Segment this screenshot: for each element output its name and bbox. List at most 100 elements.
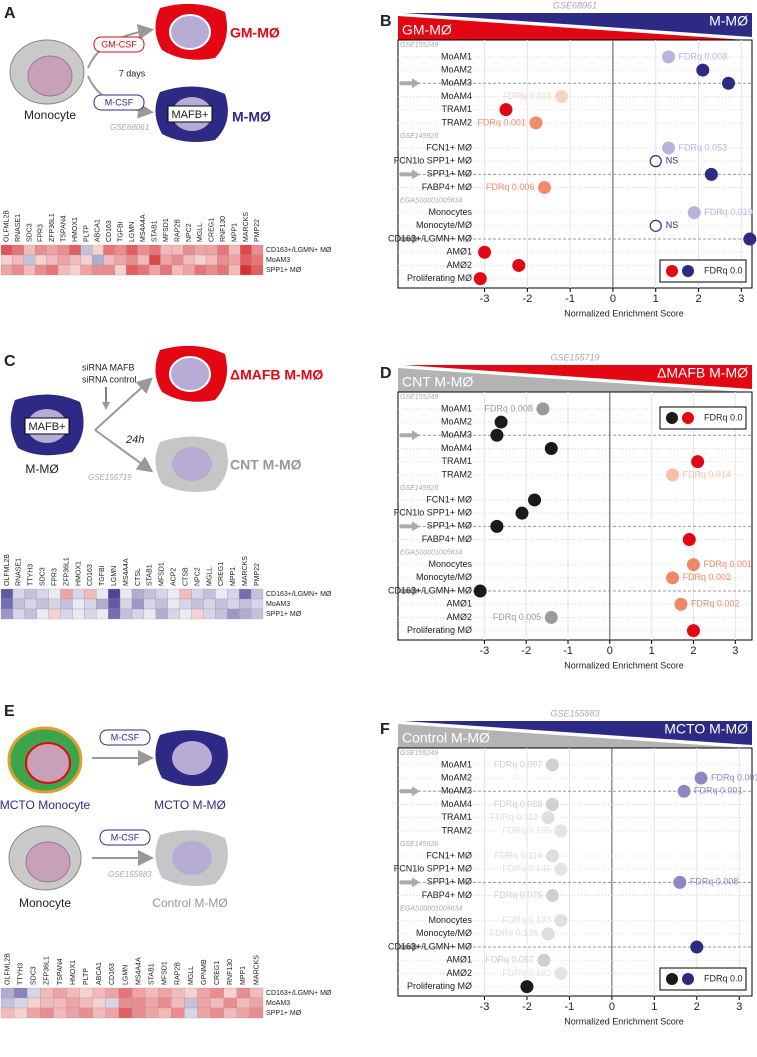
label: Monocyte bbox=[24, 108, 76, 122]
point bbox=[541, 927, 555, 941]
gene-label: CREG1 bbox=[209, 218, 216, 242]
gene-label: RNASE1 bbox=[16, 558, 23, 586]
heatmap-cell bbox=[236, 997, 251, 1009]
x-tick-label: 2 bbox=[694, 1001, 700, 1013]
heatmap-cell bbox=[0, 244, 13, 256]
label: M-CSF bbox=[111, 732, 140, 742]
gene-label: CREG1 bbox=[214, 961, 221, 985]
group-label: GSE155249 bbox=[400, 394, 438, 401]
legend-box bbox=[659, 967, 747, 991]
heatmap-cell bbox=[131, 997, 146, 1009]
category-label: Proliferating MØ bbox=[407, 625, 472, 635]
heatmap-cell bbox=[57, 244, 70, 256]
heatmap-cell bbox=[80, 264, 93, 276]
point bbox=[490, 428, 504, 442]
gene-label: ABCA1 bbox=[95, 219, 102, 242]
heatmap-cell bbox=[48, 598, 61, 610]
legend-box bbox=[659, 259, 747, 283]
heatmap-cell bbox=[143, 588, 156, 600]
group-label: EGAS00001005634 bbox=[400, 906, 462, 913]
x-tick-label: 3 bbox=[736, 1001, 742, 1013]
diagram-a: A Monocyte GM-CSF 7 days M-CSF GM-MØ MAF… bbox=[4, 3, 280, 142]
chart-title: GSE68061 bbox=[553, 0, 597, 10]
row-arrow bbox=[400, 234, 420, 245]
heatmap-cell bbox=[69, 254, 81, 266]
gene-label: LGMN bbox=[111, 566, 118, 586]
fdr-label: FDRq 0.002 bbox=[683, 572, 732, 582]
point bbox=[721, 76, 735, 90]
legend-swatch bbox=[682, 973, 694, 985]
heatmap-cell bbox=[131, 608, 145, 620]
banner-label: MCTO M-MØ bbox=[664, 721, 748, 737]
heatmap-cell bbox=[184, 997, 198, 1009]
point bbox=[554, 862, 568, 876]
point bbox=[545, 797, 559, 811]
heatmap-cell bbox=[40, 1007, 54, 1019]
heatmap-cell bbox=[160, 254, 173, 266]
heatmap-cell bbox=[171, 264, 184, 276]
fdr-label: FDRq 0.137 bbox=[502, 915, 551, 925]
x-tick-label: -3 bbox=[480, 293, 490, 305]
point bbox=[545, 758, 559, 772]
heatmap-cell bbox=[223, 997, 237, 1009]
heatmap-cell bbox=[197, 987, 211, 999]
heatmap-cell bbox=[249, 1007, 264, 1019]
legend-swatch bbox=[682, 412, 694, 424]
heatmap-cell bbox=[239, 608, 252, 620]
heatmap-cell bbox=[236, 1007, 251, 1019]
heatmap-cell bbox=[179, 608, 192, 620]
fdr-label: FDRq 0.097 bbox=[494, 759, 543, 769]
gene-label: PLTP bbox=[83, 225, 90, 242]
gene-label: LGMN bbox=[122, 965, 129, 985]
point bbox=[545, 889, 559, 903]
point bbox=[515, 506, 529, 520]
row-arrow bbox=[400, 877, 420, 888]
banner-label: GM-MØ bbox=[402, 22, 452, 38]
heatmap-cell bbox=[69, 244, 81, 256]
group-label: GSE145926 bbox=[400, 841, 438, 848]
heatmap-cell bbox=[131, 598, 145, 610]
category-label: SPP1+ MØ bbox=[427, 169, 472, 179]
heatmap-cell bbox=[215, 588, 228, 600]
fdr-label: FDRq 0.008 bbox=[690, 877, 739, 887]
heatmap-cell bbox=[96, 598, 109, 610]
fdr-label: FDRq 0.075 bbox=[494, 890, 543, 900]
x-axis-label: Normalized Enrichment Score bbox=[564, 660, 684, 670]
x-tick-label: 3 bbox=[732, 645, 738, 657]
category-label: Monocyte/MØ bbox=[416, 572, 472, 582]
heatmap-cell bbox=[103, 264, 116, 276]
heatmap-cell bbox=[250, 598, 264, 610]
heatmap-cell bbox=[40, 987, 54, 999]
heatmap-cell bbox=[184, 987, 198, 999]
heatmap-cell bbox=[36, 598, 49, 610]
heatmap-cell bbox=[210, 997, 224, 1009]
gene-label: STAB1 bbox=[147, 564, 154, 586]
gene-label: MS4A4A bbox=[123, 558, 130, 586]
gene-label: HMOX1 bbox=[72, 217, 79, 242]
category-label: Monocyte/MØ bbox=[416, 928, 472, 938]
heatmap-cell bbox=[114, 264, 127, 276]
gene-label: PMP22 bbox=[254, 563, 261, 586]
heatmap-cell bbox=[148, 254, 161, 266]
gene-label: CD163 bbox=[109, 963, 116, 985]
gene-label: ABCA1 bbox=[96, 962, 103, 985]
heatmap-cell bbox=[72, 608, 85, 620]
heatmap-cell bbox=[69, 264, 81, 276]
category-label: MoAM2 bbox=[441, 772, 472, 782]
gene-label: MARCKS bbox=[242, 556, 249, 586]
heatmap-cell bbox=[27, 997, 41, 1009]
gene-label: TGFBI bbox=[99, 565, 106, 586]
panel-letter: F bbox=[380, 721, 390, 738]
gene-label: MPP1 bbox=[231, 223, 238, 242]
heatmap-cell bbox=[35, 264, 47, 276]
label: 7 days bbox=[119, 68, 146, 78]
gene-label: TSPAN4 bbox=[60, 215, 67, 242]
point bbox=[541, 811, 555, 825]
x-tick-label: -2 bbox=[521, 645, 531, 657]
dataset: GSE155883 bbox=[108, 870, 152, 879]
heatmap-cell bbox=[0, 264, 13, 276]
heatmap-cell bbox=[251, 254, 264, 266]
point bbox=[537, 953, 551, 967]
heatmap-cell bbox=[0, 598, 14, 610]
legend-swatch bbox=[666, 973, 678, 985]
